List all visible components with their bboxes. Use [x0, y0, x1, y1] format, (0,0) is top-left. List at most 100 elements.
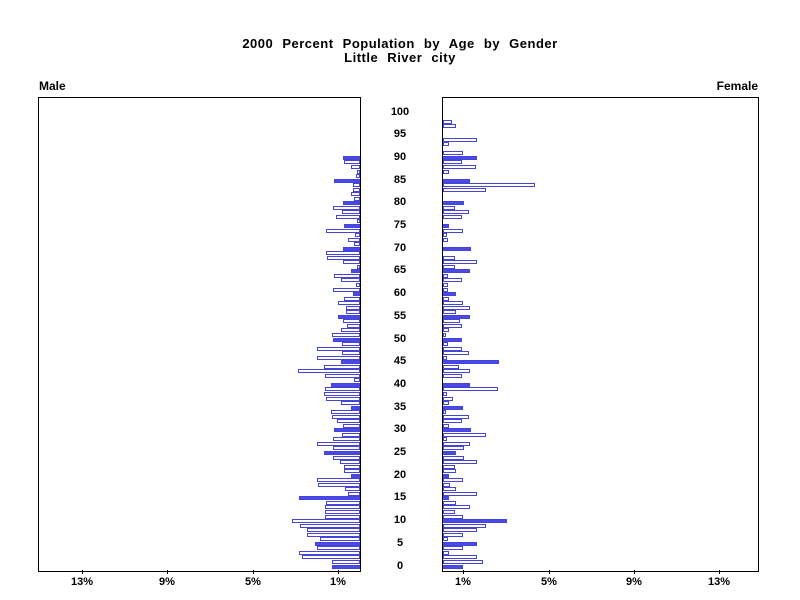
female-bar-age-94 [443, 137, 477, 142]
chart-title: 2000 Percent Population by Age by Gender [242, 36, 558, 51]
female-bar-age-14 [443, 500, 456, 505]
age-tick-label-15: 15 [393, 491, 407, 504]
male-bar-age-16 [348, 491, 360, 496]
female-bar-age-64 [443, 273, 448, 278]
male-bar-age-31 [343, 423, 360, 428]
male-bar-age-82 [351, 192, 360, 197]
female-bar-age-8 [443, 528, 477, 533]
male-bar-age-41 [354, 378, 360, 383]
female-pct-tick-1% [463, 570, 464, 574]
female-panel [442, 97, 759, 572]
age-tick-label-5: 5 [396, 536, 404, 549]
female-bar-age-30 [443, 428, 471, 433]
female-bar-age-85 [443, 178, 470, 183]
female-bar-age-28 [443, 437, 447, 442]
male-pct-tick-9% [167, 570, 168, 574]
male-bar-age-42 [325, 373, 360, 378]
female-bar-age-18 [443, 482, 450, 487]
female-pct-tick-label-1%: 1% [455, 576, 471, 588]
age-tick-label-40: 40 [393, 377, 407, 390]
female-bar-age-20 [443, 473, 449, 478]
male-bar-age-37 [326, 396, 360, 401]
age-tick-label-95: 95 [393, 128, 407, 141]
male-bar-age-63 [341, 278, 360, 283]
male-bar-age-73 [355, 233, 360, 238]
female-bar-age-42 [443, 373, 462, 378]
female-bar-age-46 [443, 355, 447, 360]
female-bar-age-40 [443, 382, 470, 387]
male-bar-age-1 [332, 559, 360, 564]
male-bar-age-38 [324, 391, 360, 396]
female-pct-tick-13% [719, 570, 720, 574]
male-pct-tick-label-5%: 5% [245, 576, 261, 588]
female-bar-age-51 [443, 332, 446, 337]
male-bar-age-88 [351, 164, 360, 169]
male-bar-age-10 [292, 519, 360, 524]
chart-subtitle: Little River city [344, 50, 456, 65]
male-bar-age-4 [317, 546, 360, 551]
male-bar-age-55 [338, 314, 360, 319]
female-bar-age-32 [443, 419, 462, 424]
male-bar-age-83 [353, 187, 360, 192]
male-bar-age-50 [333, 337, 360, 342]
female-bar-age-84 [443, 183, 535, 188]
female-bar-age-44 [443, 364, 459, 369]
male-bar-age-14 [326, 500, 360, 505]
female-bar-age-9 [443, 523, 486, 528]
male-bar-age-57 [346, 305, 360, 310]
age-tick-label-80: 80 [393, 196, 407, 209]
male-bar-age-69 [326, 251, 360, 256]
male-bar-age-45 [341, 360, 360, 365]
female-bar-age-74 [443, 228, 463, 233]
female-bar-age-31 [443, 423, 449, 428]
male-bar-age-36 [341, 401, 360, 406]
female-pct-tick-label-9%: 9% [626, 576, 642, 588]
male-bar-age-32 [337, 419, 360, 424]
male-bar-age-24 [333, 455, 360, 460]
female-bar-age-63 [443, 278, 462, 283]
age-tick-label-70: 70 [393, 241, 407, 254]
female-bar-age-12 [443, 510, 455, 515]
male-bar-age-76 [357, 219, 360, 224]
male-bar-age-49 [342, 342, 360, 347]
age-tick-label-100: 100 [390, 105, 410, 118]
age-tick-label-55: 55 [393, 309, 407, 322]
female-bar-age-49 [443, 342, 448, 347]
female-bar-age-62 [443, 283, 448, 288]
female-bar-age-21 [443, 469, 456, 474]
female-bar-age-47 [443, 351, 469, 356]
male-bar-age-40 [331, 382, 360, 387]
female-bar-age-7 [443, 532, 463, 537]
male-bar-age-68 [327, 255, 360, 260]
male-bar-age-75 [344, 224, 360, 228]
male-bar-age-79 [333, 205, 360, 210]
female-bar-age-77 [443, 214, 462, 219]
male-pct-tick-5% [253, 570, 254, 574]
female-bar-age-0 [443, 564, 463, 569]
female-bar-age-29 [443, 432, 486, 437]
female-bar-age-48 [443, 346, 462, 351]
male-axis-label: Male [39, 79, 66, 93]
male-bar-age-86 [356, 174, 360, 179]
age-tick-label-65: 65 [393, 264, 407, 277]
female-bar-age-87 [443, 169, 449, 174]
male-bar-age-27 [317, 441, 360, 446]
male-bar-age-87 [357, 169, 360, 174]
female-bar-age-2 [443, 555, 477, 560]
female-bar-age-17 [443, 487, 456, 492]
male-pct-tick-label-13%: 13% [70, 576, 94, 588]
female-bar-age-22 [443, 464, 455, 469]
male-bar-age-30 [334, 428, 360, 433]
male-bar-age-84 [353, 183, 360, 188]
female-bar-age-93 [443, 142, 449, 147]
male-bar-age-48 [317, 346, 360, 351]
male-bar-age-54 [343, 319, 360, 324]
female-bar-age-43 [443, 369, 470, 374]
male-bar-age-61 [333, 287, 360, 292]
male-bar-age-39 [325, 387, 360, 392]
male-bar-age-90 [343, 155, 360, 160]
female-bar-age-66 [443, 264, 455, 269]
female-bar-age-91 [443, 151, 463, 156]
male-pct-tick-13% [82, 570, 83, 574]
male-bar-age-44 [324, 364, 360, 369]
